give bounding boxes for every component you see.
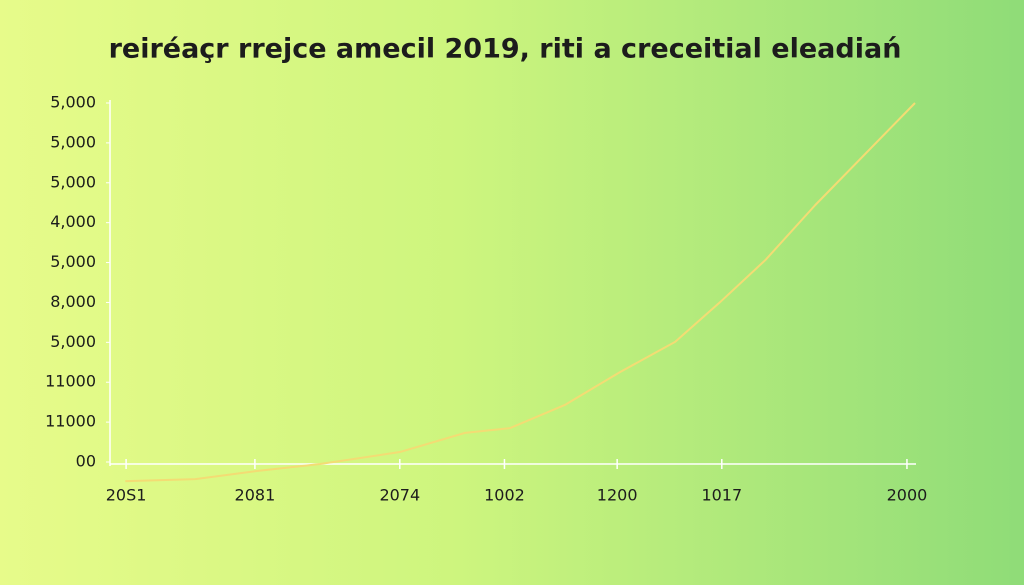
y-tick-label: 5,000 <box>50 332 96 351</box>
y-tick-label: 5,000 <box>50 172 96 191</box>
x-tick-label: 1017 <box>701 486 742 505</box>
y-tick-label: 5,000 <box>50 132 96 151</box>
y-tick-label: 5,000 <box>50 93 96 112</box>
x-tick-label: 2000 <box>887 486 928 505</box>
chart-title: reiréaçr rrejce amecil 2019, riti a crec… <box>109 34 902 65</box>
x-tick-label: 1002 <box>484 486 525 505</box>
y-tick-label: 11000 <box>45 372 96 391</box>
x-tick-label: 20S1 <box>106 486 147 505</box>
x-tick-label: 2081 <box>235 486 276 505</box>
y-tick-label: 4,000 <box>50 212 96 231</box>
data-line <box>125 102 916 483</box>
x-tick-label: 1200 <box>597 486 638 505</box>
y-tick-label: 5,000 <box>50 252 96 271</box>
x-tick-label: 2074 <box>379 486 420 505</box>
y-tick-label: 8,000 <box>50 292 96 311</box>
y-tick-label: 11000 <box>45 412 96 431</box>
y-tick-label: 00 <box>76 452 96 471</box>
